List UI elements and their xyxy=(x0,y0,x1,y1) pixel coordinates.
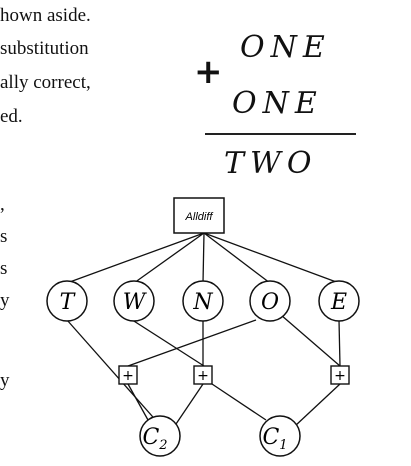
svg-text:+: + xyxy=(197,368,209,384)
paragraph-fragment: substitution xyxy=(0,38,89,59)
svg-text:C2: C2 xyxy=(142,425,167,453)
addend-one: ONE xyxy=(240,30,331,65)
carry-node-c1: C1 xyxy=(259,415,301,457)
svg-text:E: E xyxy=(330,290,347,315)
addend-two: ONE xyxy=(232,86,323,121)
side-text-fragment: y xyxy=(0,370,10,391)
side-text-fragment: s xyxy=(0,258,8,279)
variable-node-t: T xyxy=(46,280,88,322)
adder-box: + xyxy=(193,365,213,385)
variable-node-e: E xyxy=(318,280,360,322)
svg-text:+: + xyxy=(334,368,346,384)
alldiff-constraint-box: Alldiff xyxy=(173,197,225,234)
cryptarithm-equation: + ONE ONE TWO xyxy=(0,0,411,190)
svg-text:Alldiff: Alldiff xyxy=(185,211,214,223)
carry-node-c2: C2 xyxy=(139,415,181,457)
paragraph-fragment: ed. xyxy=(0,106,23,127)
side-text-fragment: y xyxy=(0,290,10,311)
paragraph-fragment: hown aside. xyxy=(0,5,91,26)
variable-node-w: W xyxy=(113,280,155,322)
svg-text:T: T xyxy=(60,290,77,315)
adder-box: + xyxy=(118,365,138,385)
sum-rule-line xyxy=(205,133,356,135)
adder-box: + xyxy=(330,365,350,385)
variable-node-o: O xyxy=(249,280,291,322)
paragraph-fragment: ally correct, xyxy=(0,72,91,93)
svg-text:N: N xyxy=(192,290,213,315)
svg-text:W: W xyxy=(123,290,148,315)
svg-text:O: O xyxy=(261,290,279,315)
side-text-fragment: s xyxy=(0,226,8,247)
side-text-fragment: , xyxy=(0,194,5,215)
svg-text:+: + xyxy=(122,368,134,384)
sum-word: TWO xyxy=(224,146,318,181)
plus-operator: + xyxy=(194,52,223,92)
variable-node-n: N xyxy=(182,280,224,322)
svg-text:C1: C1 xyxy=(262,425,287,453)
graph-edges xyxy=(66,232,341,427)
